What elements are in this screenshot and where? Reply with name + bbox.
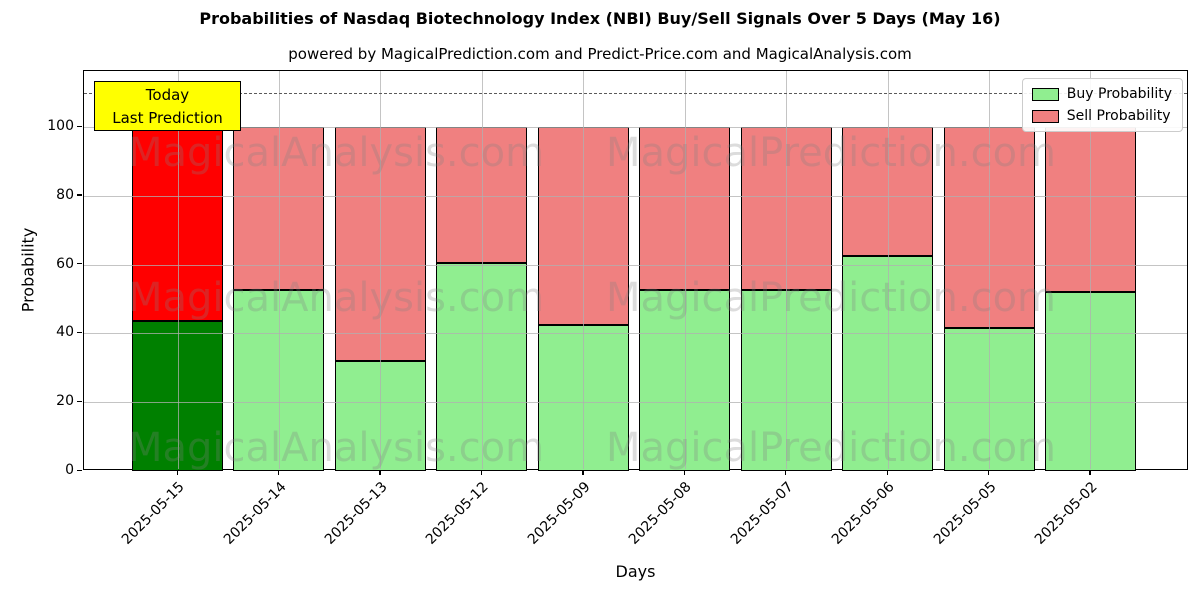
legend-swatch-buy bbox=[1031, 87, 1059, 101]
v-gridline-2025-05-05 bbox=[989, 71, 991, 469]
x-tick-mark-2025-05-14 bbox=[277, 470, 280, 475]
x-tick-mark-2025-05-06 bbox=[886, 470, 888, 475]
legend-item-buy: Buy Probability bbox=[1031, 86, 1172, 102]
y-tick-label-20: 20 bbox=[56, 393, 74, 410]
y-tick-mark-20 bbox=[77, 400, 82, 402]
y-tick-mark-80 bbox=[77, 194, 82, 196]
v-gridline-2025-05-06 bbox=[887, 71, 889, 469]
v-gridline-2025-05-14 bbox=[278, 71, 280, 469]
legend-label-buy: Buy Probability bbox=[1066, 86, 1172, 102]
v-gridline-2025-05-07 bbox=[786, 71, 788, 469]
x-tick-mark-2025-05-07 bbox=[785, 470, 787, 475]
x-tick-mark-2025-05-15 bbox=[176, 470, 178, 475]
h-gridline-80 bbox=[84, 195, 1187, 197]
x-tick-label-text: 2025-05-08 bbox=[626, 479, 696, 548]
h-gridline-100 bbox=[84, 127, 1187, 129]
chart-title: Probabilities of Nasdaq Biotechnology In… bbox=[199, 9, 1001, 28]
v-gridline-2025-05-12 bbox=[481, 71, 483, 469]
h-gridline-20 bbox=[84, 402, 1187, 404]
y-tick-mark-100 bbox=[77, 125, 82, 127]
x-tick-label-text: 2025-05-15 bbox=[118, 479, 188, 548]
x-axis-label: Days bbox=[615, 562, 656, 581]
y-tick-mark-60 bbox=[77, 263, 82, 265]
y-tick-mark-40 bbox=[77, 331, 82, 334]
plot-area: MagicalAnalysis.com MagicalPrediction.com… bbox=[83, 70, 1188, 471]
y-tick-label-0: 0 bbox=[65, 462, 74, 478]
v-gridline-2025-05-09 bbox=[583, 71, 585, 469]
legend-swatch-sell bbox=[1031, 109, 1059, 123]
chart-subtitle: powered by MagicalPrediction.com and Pre… bbox=[288, 45, 912, 63]
v-gridline-2025-05-15 bbox=[177, 71, 179, 469]
y-tick-label-80: 80 bbox=[56, 186, 74, 203]
x-tick-mark-2025-05-13 bbox=[379, 470, 381, 475]
annotation-line2: Last Prediction bbox=[112, 109, 223, 127]
x-tick-mark-2025-05-09 bbox=[582, 470, 584, 475]
x-tick-label-text: 2025-05-02 bbox=[1031, 479, 1101, 548]
x-tick-label-text: 2025-05-07 bbox=[727, 479, 797, 548]
v-gridline-2025-05-08 bbox=[684, 71, 686, 469]
x-tick-label-text: 2025-05-12 bbox=[423, 479, 493, 548]
x-tick-label-text: 2025-05-13 bbox=[321, 479, 391, 548]
legend-label-sell: Sell Probability bbox=[1066, 108, 1171, 124]
x-tick-mark-2025-05-12 bbox=[480, 470, 483, 475]
legend-item-sell: Sell Probability bbox=[1031, 108, 1172, 124]
v-gridline-2025-05-02 bbox=[1090, 71, 1092, 469]
y-tick-label-60: 60 bbox=[56, 255, 74, 272]
v-gridline-2025-05-13 bbox=[380, 71, 382, 469]
y-tick-label-40: 40 bbox=[56, 324, 74, 341]
x-tick-label-text: 2025-05-06 bbox=[829, 479, 898, 548]
y-tick-label-100: 100 bbox=[47, 118, 74, 135]
x-tick-label-text: 2025-05-14 bbox=[220, 479, 290, 548]
threshold-dashed-line bbox=[84, 92, 1187, 94]
x-tick-label-text: 2025-05-05 bbox=[930, 479, 1000, 548]
annotation-line1: Today bbox=[145, 86, 190, 104]
y-tick-mark-0 bbox=[77, 469, 82, 471]
x-tick-mark-2025-05-08 bbox=[683, 470, 685, 475]
x-tick-mark-2025-05-05 bbox=[988, 470, 990, 475]
h-gridline-60 bbox=[84, 264, 1187, 266]
today-annotation: Today Last Prediction bbox=[94, 81, 241, 131]
x-tick-mark-2025-05-02 bbox=[1089, 470, 1091, 475]
legend: Buy Probability Sell Probability bbox=[1021, 78, 1183, 132]
x-tick-label-text: 2025-05-09 bbox=[524, 479, 594, 548]
h-gridline-40 bbox=[84, 333, 1187, 335]
